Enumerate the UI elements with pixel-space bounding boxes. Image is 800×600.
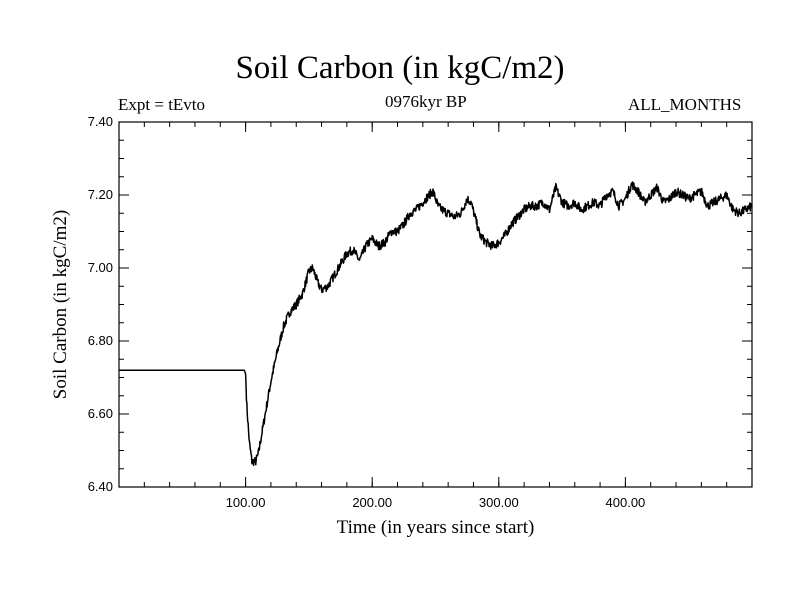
x-tick-label: 100.00	[226, 495, 266, 510]
y-tick-label: 6.40	[88, 479, 113, 494]
y-tick-label: 6.80	[88, 333, 113, 348]
y-axis-label: Soil Carbon (in kgC/m2)	[50, 210, 71, 399]
x-tick-label: 400.00	[606, 495, 646, 510]
plot-frame	[118, 121, 753, 488]
y-tick-label: 6.60	[88, 406, 113, 421]
time-period-label: 0976kyr BP	[385, 92, 467, 111]
y-tick-label: 7.40	[88, 114, 113, 129]
chart-title: Soil Carbon (in kgC/m2)	[235, 50, 565, 86]
axis-ticks	[119, 121, 752, 488]
y-tick-label: 7.20	[88, 187, 113, 202]
y-tick-label: 7.00	[88, 260, 113, 275]
x-tick-label: 300.00	[479, 495, 519, 510]
axis-tick-labels: 100.00 200.00 300.00 400.00 6.40 6.60 6.80 7.00…	[88, 114, 646, 510]
experiment-label: Expt = tEvto	[118, 95, 206, 114]
x-axis-label: Time (in years since start)	[337, 517, 535, 538]
x-tick-label: 200.00	[352, 495, 392, 510]
soil-carbon-line	[119, 181, 753, 467]
months-label: ALL_MONTHS	[628, 95, 742, 114]
